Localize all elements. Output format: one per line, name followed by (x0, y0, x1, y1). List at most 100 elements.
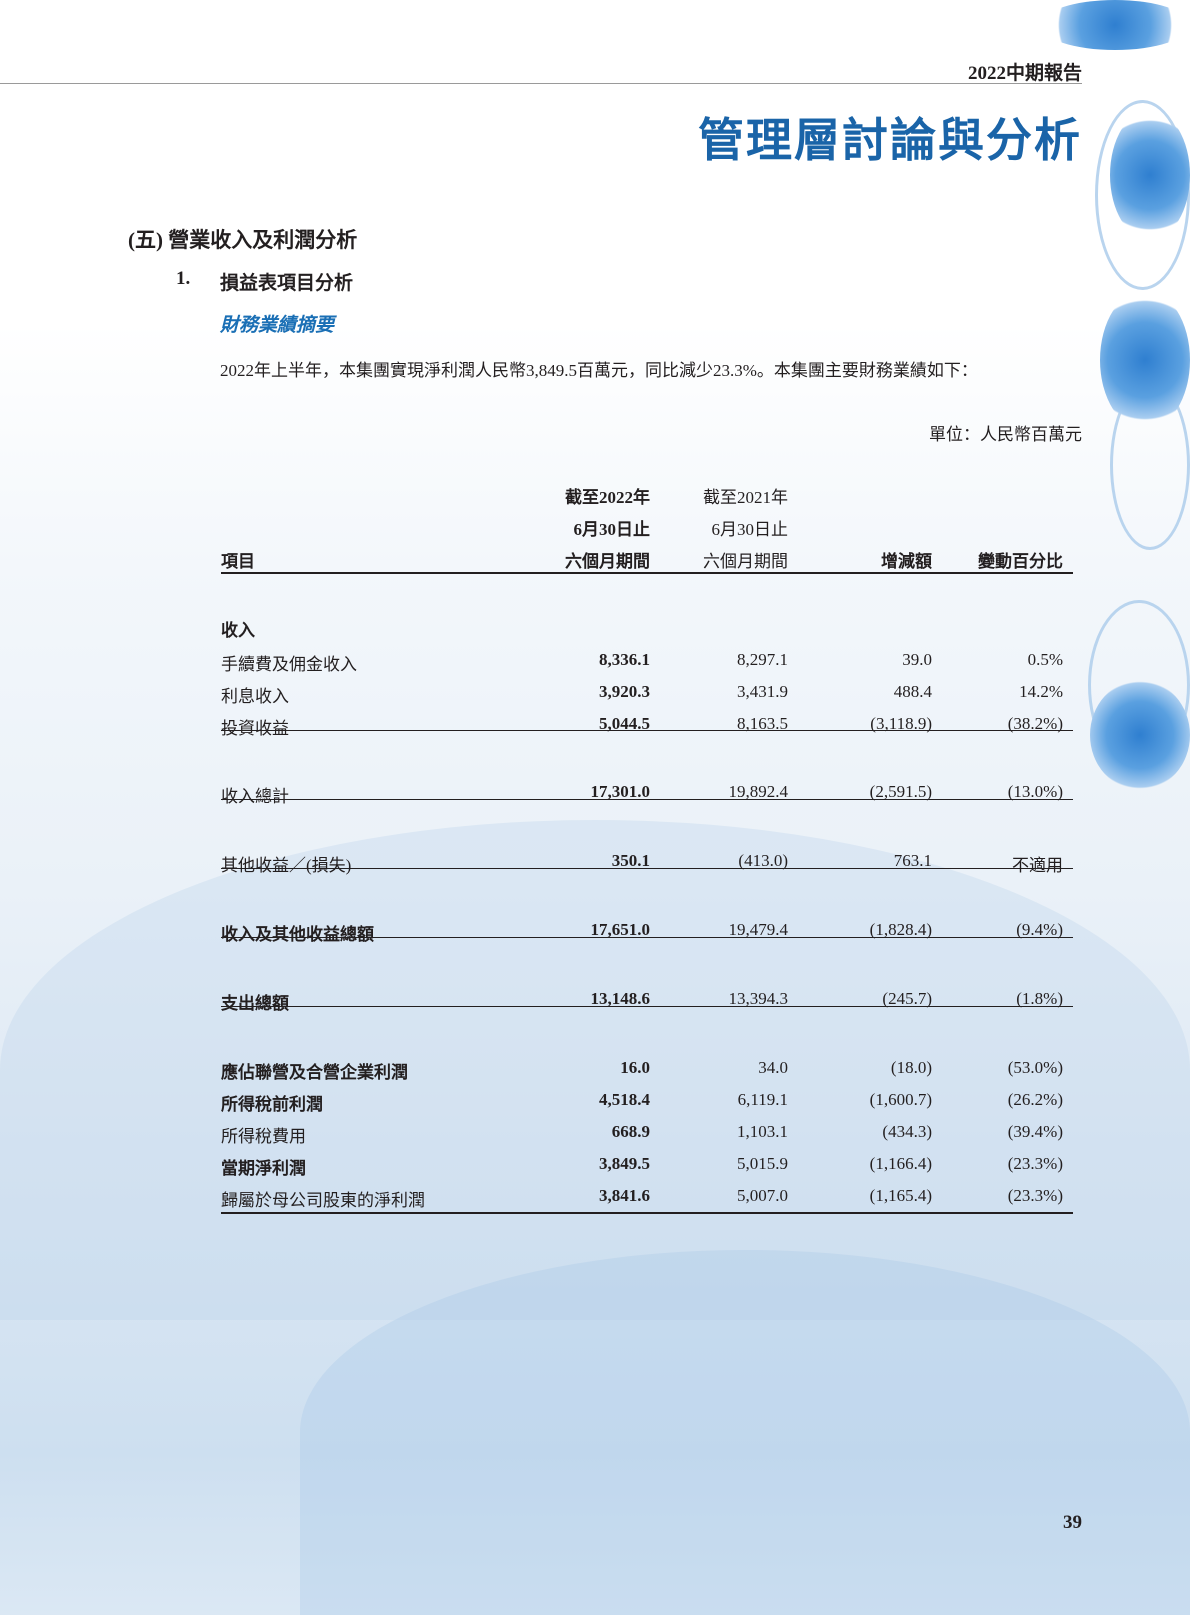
row-label: 所得稅前利潤 (221, 1095, 323, 1114)
table-row: 應佔聯營及合營企業利潤 16.0 34.0 (18.0) (53.0%) (221, 1058, 1073, 1088)
cell-v2: 19,892.4 (728, 782, 789, 801)
decorative-ring (1095, 100, 1190, 290)
cell-v2: 8,163.5 (737, 714, 788, 733)
row-divider (221, 730, 1073, 731)
row-label: 其他收益／(損失) (221, 856, 352, 875)
cell-v3: 763.1 (893, 851, 932, 870)
page-number: 39 (1063, 1512, 1082, 1533)
table-header-line-1: 截至2022年 截至2021年 (221, 483, 1073, 513)
cell-v1: 4,518.4 (599, 1090, 650, 1109)
cell-v1: 3,849.5 (599, 1154, 650, 1173)
header-col2: 六個月期間 (703, 552, 788, 571)
cell-v2: 3,431.9 (737, 682, 788, 701)
mountain-mist (0, 820, 1190, 1320)
table-header-line-3: 項目 六個月期間 六個月期間 增減額 變動百分比 (221, 547, 1073, 577)
cell-v4: 14.2% (1019, 682, 1063, 701)
row-divider (221, 1212, 1073, 1214)
page-title: 管理層討論與分析 (698, 115, 1082, 166)
row-divider (221, 937, 1073, 938)
table-row: 利息收入 3,920.3 3,431.9 488.4 14.2% (221, 682, 1073, 712)
cell-v3: (18.0) (890, 1058, 932, 1077)
header-col1: 截至2022年 (565, 488, 650, 507)
cell-v1: 17,301.0 (590, 782, 651, 801)
cell-v4: (9.4%) (1016, 920, 1063, 939)
header-col1: 六個月期間 (565, 552, 650, 571)
cell-v2: 8,297.1 (737, 650, 788, 669)
cell-v4: 0.5% (1027, 650, 1063, 669)
row-label: 手續費及佣金收入 (221, 655, 357, 674)
header-col2: 截至2021年 (703, 488, 788, 507)
cell-v1: 13,148.6 (590, 989, 651, 1008)
cell-v2: 6,119.1 (737, 1090, 788, 1109)
cell-v2: 19,479.4 (728, 920, 789, 939)
table-row: 投資收益 5,044.5 8,163.5 (3,118.9) (38.2%) (221, 714, 1073, 744)
table-row: 手續費及佣金收入 8,336.1 8,297.1 39.0 0.5% (221, 650, 1073, 680)
row-label: 收入及其他收益總額 (221, 925, 374, 944)
cell-v2: 13,394.3 (728, 989, 789, 1008)
row-label: 所得稅費用 (221, 1127, 306, 1146)
table-row: 歸屬於母公司股東的淨利潤 3,841.6 5,007.0 (1,165.4) (23.3… (221, 1186, 1073, 1216)
cell-v3: 488.4 (893, 682, 932, 701)
cell-v4: (38.2%) (1007, 714, 1063, 733)
header-col3: 增減額 (881, 552, 932, 571)
row-label: 應佔聯營及合營企業利潤 (221, 1063, 408, 1082)
row-divider (221, 868, 1073, 869)
section-title: (五) 營業收入及利潤分析 (128, 228, 358, 252)
cell-v1: 17,651.0 (590, 920, 651, 939)
cell-v4: 不適用 (1012, 856, 1063, 875)
cell-v2: 5,015.9 (737, 1154, 788, 1173)
row-label: 支出總額 (221, 994, 289, 1013)
italic-heading: 財務業績摘要 (220, 315, 335, 336)
row-divider (221, 799, 1073, 800)
row-label: 投資收益 (221, 719, 289, 738)
header-rule (221, 572, 1073, 574)
cell-v4: (26.2%) (1007, 1090, 1063, 1109)
table-row: 其他收益／(損失) 350.1 (413.0) 763.1 不適用 (221, 851, 1073, 881)
table-row: 所得稅前利潤 4,518.4 6,119.1 (1,600.7) (26.2%) (221, 1090, 1073, 1120)
cell-v4: (23.3%) (1007, 1186, 1063, 1205)
cell-v4: (1.8%) (1016, 989, 1063, 1008)
report-name: 2022中期報告 (967, 63, 1082, 84)
header-divider (0, 83, 1082, 84)
table-row: 收入 (221, 616, 1073, 646)
cell-v1: 350.1 (611, 851, 650, 870)
cell-v3: (245.7) (882, 989, 932, 1008)
cell-v3: (1,165.4) (869, 1186, 932, 1205)
flower-decoration (1040, 0, 1190, 50)
cell-v4: (53.0%) (1007, 1058, 1063, 1077)
cell-v1: 3,920.3 (599, 682, 650, 701)
table-row: 收入及其他收益總額 17,651.0 19,479.4 (1,828.4) (9.4%) (221, 920, 1073, 950)
cell-v3: (434.3) (882, 1122, 932, 1141)
cell-v2: 1,103.1 (737, 1122, 788, 1141)
cell-v2: (413.0) (738, 851, 788, 870)
cell-v2: 34.0 (758, 1058, 788, 1077)
flower-decoration (1110, 110, 1190, 240)
row-divider (221, 1006, 1073, 1007)
table-row: 支出總額 13,148.6 13,394.3 (245.7) (1.8%) (221, 989, 1073, 1019)
cell-v1: 16.0 (620, 1058, 650, 1077)
table-header-line-2: 6月30日止 6月30日止 (221, 515, 1073, 545)
cell-v3: (3,118.9) (870, 714, 932, 733)
header-col1: 6月30日止 (573, 520, 651, 539)
cell-v1: 668.9 (611, 1122, 650, 1141)
cell-v1: 5,044.5 (599, 714, 650, 733)
cell-v3: 39.0 (902, 650, 932, 669)
header-item: 項目 (221, 552, 255, 571)
unit-note: 單位：人民幣百萬元 (929, 425, 1082, 444)
header-col2: 6月30日止 (711, 520, 789, 539)
table-row: 收入總計 17,301.0 19,892.4 (2,591.5) (13.0%) (221, 782, 1073, 812)
subsection-number: 1. (176, 268, 191, 289)
row-label: 收入 (221, 621, 255, 640)
cell-v3: (2,591.5) (869, 782, 932, 801)
cell-v4: (39.4%) (1007, 1122, 1063, 1141)
cell-v1: 3,841.6 (599, 1186, 650, 1205)
cell-v4: (23.3%) (1007, 1154, 1063, 1173)
flower-decoration (1090, 680, 1190, 790)
summary-paragraph: 2022年上半年，本集團實現淨利潤人民幣3,849.5百萬元，同比減少23.3%… (220, 361, 978, 380)
cell-v1: 8,336.1 (599, 650, 650, 669)
row-label: 歸屬於母公司股東的淨利潤 (221, 1191, 425, 1210)
cell-v2: 5,007.0 (737, 1186, 788, 1205)
subsection-title: 損益表項目分析 (220, 273, 354, 294)
cell-v3: (1,166.4) (869, 1154, 932, 1173)
table-row: 當期淨利潤 3,849.5 5,015.9 (1,166.4) (23.3%) (221, 1154, 1073, 1184)
